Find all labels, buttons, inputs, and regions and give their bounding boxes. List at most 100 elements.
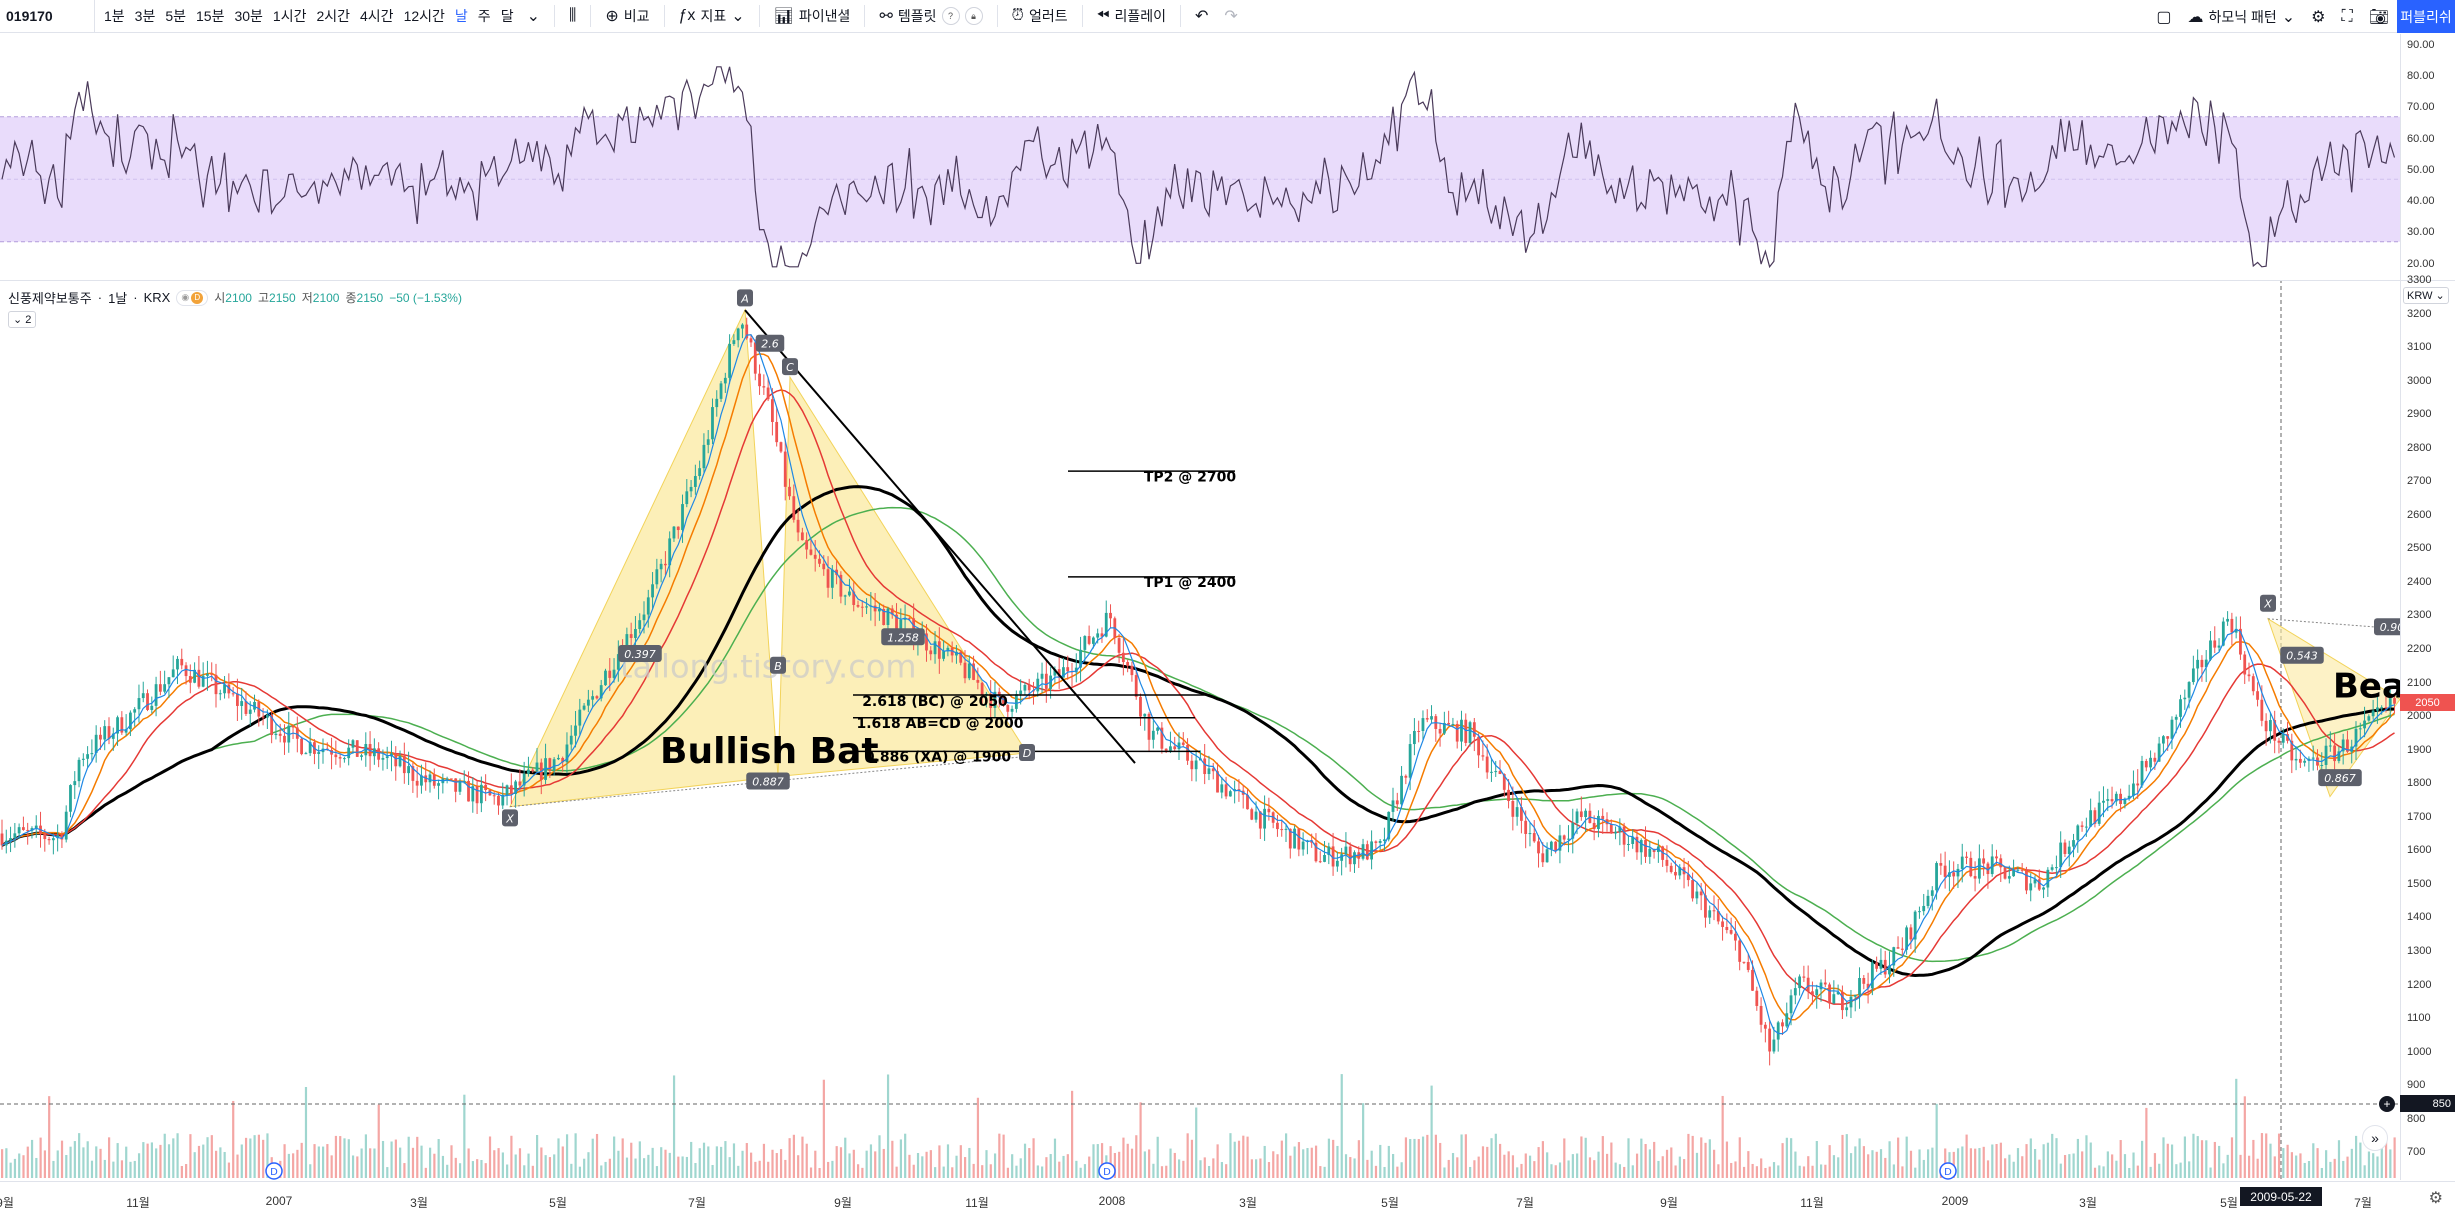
candle-body xyxy=(976,679,980,683)
gear-icon[interactable]: ⚙ xyxy=(2428,1190,2443,1207)
interval-9[interactable]: 날 xyxy=(454,8,468,24)
camera-icon: 📷︎ xyxy=(2368,8,2389,26)
volume-bar xyxy=(1473,1160,1476,1178)
volume-bar xyxy=(1109,1146,1112,1178)
alert-button[interactable]: ⏰︎ 얼러트 xyxy=(1004,0,1076,32)
ratio-b: 0.397 xyxy=(618,645,662,663)
volume-bar xyxy=(2389,1149,2392,1178)
candle-body xyxy=(728,343,731,378)
currency-button[interactable]: KRW ⌄ xyxy=(2403,287,2449,304)
volume-bar xyxy=(985,1150,988,1178)
plus-circle-icon: ⊕ xyxy=(605,8,619,25)
candle-body xyxy=(420,775,423,786)
time-axis-label: 11월 xyxy=(126,1196,150,1210)
candle-body xyxy=(1147,713,1151,740)
volume-bar xyxy=(698,1148,701,1178)
harmonic-pattern-button[interactable]: ☁︎ 하모닉 패턴 ⌄ xyxy=(2179,0,2303,33)
candle-body xyxy=(381,758,385,760)
fullscreen-button[interactable]: ⛶ xyxy=(2333,0,2360,33)
interval-0[interactable]: 1분 xyxy=(104,8,125,24)
add-order-icon[interactable]: + xyxy=(2379,1096,2395,1112)
time-axis-label: 3월 xyxy=(1239,1196,1257,1210)
high-value: 2150 xyxy=(269,290,296,305)
interval-5[interactable]: 1시간 xyxy=(272,8,307,24)
volume-bar xyxy=(2363,1165,2366,1178)
candle-body xyxy=(1995,856,1998,859)
candle-body xyxy=(1858,977,1861,995)
candle-body xyxy=(2239,628,2242,655)
divider xyxy=(1179,5,1181,27)
candle-body xyxy=(424,775,428,783)
chart-type-button[interactable]: ⫼ xyxy=(561,0,584,32)
volume-bar xyxy=(1383,1166,1386,1178)
interval-2[interactable]: 5분 xyxy=(165,8,187,24)
ma-orange-line xyxy=(1,353,2396,1021)
financials-button[interactable]: 📊︎ 파이낸셜 xyxy=(766,0,859,32)
volume-bar xyxy=(2081,1151,2084,1178)
candle-body xyxy=(1819,982,1823,990)
volume-bar xyxy=(1451,1153,1455,1178)
snapshot-button[interactable]: 📷︎ xyxy=(2361,0,2397,33)
undo-button[interactable]: ↶ xyxy=(1187,0,1216,32)
publish-button[interactable]: 퍼블리쉬 xyxy=(2397,0,2455,33)
volume-bar xyxy=(1289,1155,1292,1178)
volume-bar xyxy=(262,1139,265,1178)
volume-bar xyxy=(818,1167,821,1178)
volume-bar xyxy=(2038,1159,2041,1178)
candle-body xyxy=(1879,959,1883,969)
series-legend[interactable]: 신풍제약보통주 · 1날 · KRX ◉ D 시 2100 고 2150 저 2100 … xyxy=(8,288,462,307)
candle-body xyxy=(1494,771,1498,773)
settings-button[interactable]: ⚙ xyxy=(2303,0,2333,33)
compare-button[interactable]: ⊕ 비교 xyxy=(597,0,657,32)
volume-bar xyxy=(2132,1152,2135,1178)
interval-1[interactable]: 3분 xyxy=(134,8,156,24)
volume-bar xyxy=(2367,1151,2371,1178)
volume-bar xyxy=(1927,1149,1930,1178)
interval-11[interactable]: 달 xyxy=(500,8,514,24)
candle-body xyxy=(1952,872,1956,877)
candle-body xyxy=(1173,746,1177,750)
volume-bar xyxy=(964,1157,967,1178)
volume-bar xyxy=(1374,1165,1378,1178)
volume-bar xyxy=(916,1152,920,1178)
candle-body xyxy=(188,676,192,683)
price-pane[interactable]: TP2 @ 2700 TP1 @ 2400 2.618 (BC) @ 2050 1.6… xyxy=(0,281,2400,1181)
volume-bar xyxy=(869,1144,873,1178)
redo-button[interactable]: ↷ xyxy=(1216,0,1245,32)
interval-4[interactable]: 30분 xyxy=(234,8,263,24)
rsi-pane[interactable] xyxy=(0,34,2400,280)
candle-body xyxy=(210,673,214,675)
candle-body xyxy=(1306,840,1309,842)
scroll-to-realtime-button[interactable]: » xyxy=(2362,1125,2388,1151)
volume-bar xyxy=(886,1074,890,1178)
candle-body xyxy=(1387,811,1391,840)
time-axis[interactable]: 9월 11월 2007 3월 5월 7월 9월 11월 2008 3월 5월 7월 9월 11월 2009 3… xyxy=(0,1181,2455,1210)
candle-body xyxy=(1301,841,1305,850)
volume-bar xyxy=(2102,1166,2105,1178)
xd-dotted-line xyxy=(509,755,1028,808)
interval-10[interactable]: 주 xyxy=(477,8,491,24)
replay-button[interactable]: ⏪︎ 리플레이 xyxy=(1089,0,1174,32)
indicators-button[interactable]: ƒx 지표 ⌄ xyxy=(671,0,753,32)
pane-divider[interactable] xyxy=(0,280,2455,281)
layout-button[interactable]: ▢ xyxy=(2148,0,2179,33)
indicator-collapse-button[interactable]: ⌄ 2 xyxy=(8,311,37,328)
volume-bar xyxy=(1139,1102,1142,1178)
interval-6[interactable]: 2시간 xyxy=(316,8,351,24)
candle-body xyxy=(591,696,595,700)
interval-7[interactable]: 4시간 xyxy=(360,8,394,24)
volume-bar xyxy=(630,1142,633,1178)
interval-3[interactable]: 15분 xyxy=(196,8,225,24)
price-axis[interactable]: 90.00 80.00 70.00 60.00 50.00 40.00 30.00 20.00… xyxy=(2400,34,2455,1180)
candle-body xyxy=(886,608,890,625)
volume-bar xyxy=(831,1160,834,1178)
interval-dropdown[interactable]: ⌄ xyxy=(519,0,548,32)
symbol-search[interactable]: 019170 xyxy=(0,0,95,32)
volume-bar xyxy=(1811,1165,1814,1178)
candle-body xyxy=(146,693,149,710)
templates-button[interactable]: ⚯ 템플릿? 🔒︎ xyxy=(871,0,990,32)
market-status-badge[interactable]: ◉ D xyxy=(176,289,209,306)
interval-8[interactable]: 12시간 xyxy=(403,8,445,24)
candle-body xyxy=(1293,828,1296,849)
candle-body xyxy=(377,748,381,760)
